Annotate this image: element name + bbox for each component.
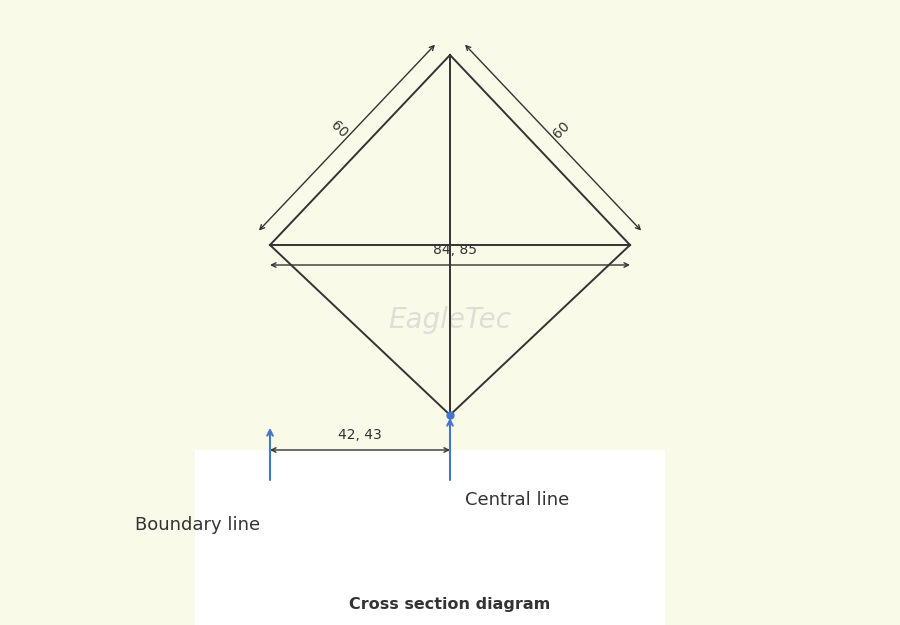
Bar [195, 450, 665, 625]
Text: 42, 43: 42, 43 [338, 428, 382, 442]
Text: Central line: Central line [465, 491, 569, 509]
Text: 60: 60 [550, 119, 572, 141]
Text: 60: 60 [328, 119, 350, 141]
Text: 84, 85: 84, 85 [433, 243, 477, 257]
Text: Boundary line: Boundary line [135, 516, 260, 534]
Text: EagleTec: EagleTec [389, 306, 511, 334]
Text: Cross section diagram: Cross section diagram [349, 598, 551, 612]
